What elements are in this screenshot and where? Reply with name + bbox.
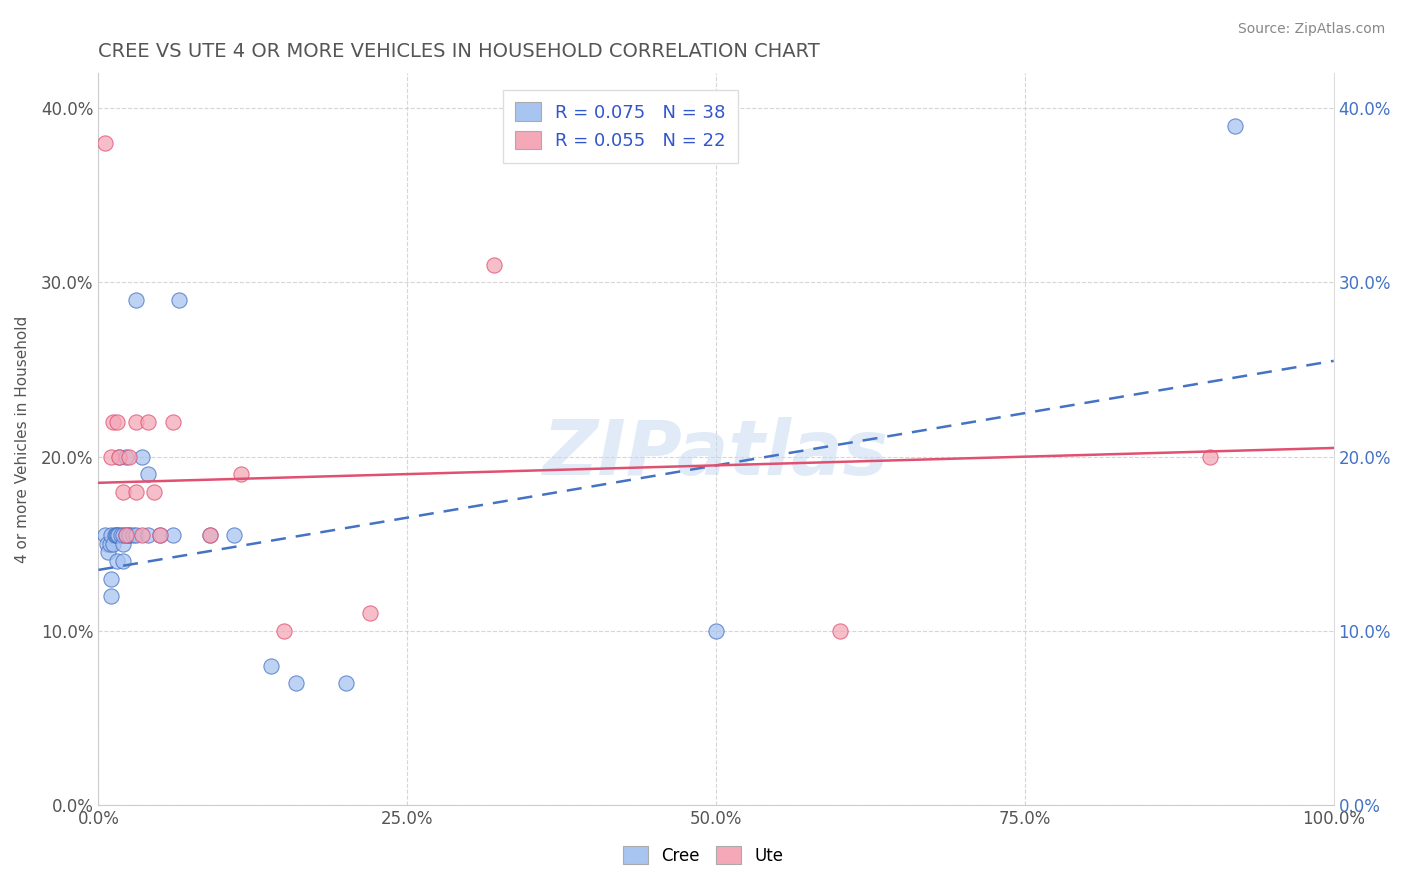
- Point: [100, 450, 122, 464]
- Point: [131, 450, 153, 464]
- Point: [103, 415, 125, 429]
- Point: [108, 450, 131, 464]
- Point: [114, 450, 136, 464]
- Point: [198, 528, 221, 542]
- Point: [93, 136, 115, 150]
- Point: [118, 528, 141, 542]
- Point: [260, 658, 283, 673]
- Point: [105, 415, 128, 429]
- Point: [482, 258, 505, 272]
- Point: [100, 528, 122, 542]
- Point: [112, 528, 135, 542]
- Point: [103, 528, 125, 542]
- Point: [112, 554, 135, 568]
- Point: [105, 554, 128, 568]
- Point: [105, 528, 128, 542]
- Point: [96, 537, 118, 551]
- Legend: R = 0.075   N = 38, R = 0.055   N = 22: R = 0.075 N = 38, R = 0.055 N = 22: [503, 90, 738, 162]
- Text: CREE VS UTE 4 OR MORE VEHICLES IN HOUSEHOLD CORRELATION CHART: CREE VS UTE 4 OR MORE VEHICLES IN HOUSEH…: [98, 42, 820, 61]
- Point: [136, 467, 159, 481]
- Point: [118, 450, 141, 464]
- Point: [359, 607, 381, 621]
- Point: [104, 528, 127, 542]
- Point: [100, 589, 122, 603]
- Text: Source: ZipAtlas.com: Source: ZipAtlas.com: [1237, 22, 1385, 37]
- Point: [124, 484, 146, 499]
- Point: [273, 624, 295, 638]
- Point: [229, 467, 252, 481]
- Point: [131, 528, 153, 542]
- Point: [93, 528, 115, 542]
- Point: [1199, 450, 1222, 464]
- Legend: Cree, Ute: Cree, Ute: [614, 838, 792, 873]
- Point: [118, 528, 141, 542]
- Point: [110, 528, 132, 542]
- Text: ZIPatlas: ZIPatlas: [543, 417, 889, 491]
- Point: [136, 528, 159, 542]
- Point: [114, 528, 136, 542]
- Point: [149, 528, 172, 542]
- Point: [704, 624, 727, 638]
- Point: [285, 676, 308, 690]
- Point: [136, 415, 159, 429]
- Point: [143, 484, 166, 499]
- Point: [224, 528, 246, 542]
- Point: [162, 528, 184, 542]
- Point: [98, 537, 121, 551]
- Y-axis label: 4 or more Vehicles in Household: 4 or more Vehicles in Household: [15, 316, 30, 563]
- Point: [112, 537, 135, 551]
- Point: [122, 528, 145, 542]
- Point: [112, 484, 135, 499]
- Point: [162, 415, 184, 429]
- Point: [97, 545, 120, 559]
- Point: [100, 572, 122, 586]
- Point: [149, 528, 172, 542]
- Point: [167, 293, 190, 307]
- Point: [108, 450, 131, 464]
- Point: [198, 528, 221, 542]
- Point: [124, 293, 146, 307]
- Point: [114, 528, 136, 542]
- Point: [103, 537, 125, 551]
- Point: [335, 676, 357, 690]
- Point: [124, 528, 146, 542]
- Point: [107, 528, 129, 542]
- Point: [1223, 119, 1246, 133]
- Point: [124, 415, 146, 429]
- Point: [828, 624, 851, 638]
